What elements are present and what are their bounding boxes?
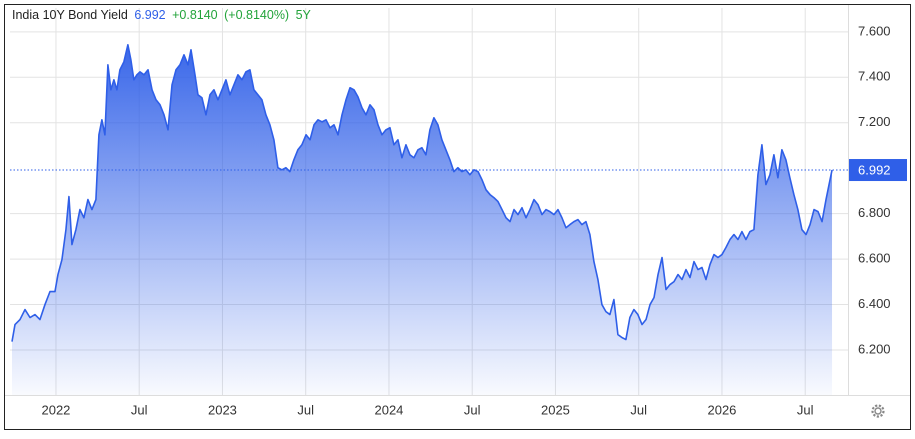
x-tick-label: 2023: [208, 402, 237, 417]
x-tick-label: Jul: [797, 402, 814, 417]
y-tick-label: 7.600: [858, 23, 891, 38]
y-tick-label: 7.400: [858, 69, 891, 84]
last-value-label: 6.992: [858, 162, 891, 177]
y-tick-label: 6.400: [858, 296, 891, 311]
header: India 10Y Bond Yield 6.992 +0.8140 (+0.8…: [12, 8, 312, 22]
line: [11, 44, 833, 342]
x-tick-label: 2024: [374, 402, 403, 417]
chart-title: India 10Y Bond Yield: [12, 8, 128, 22]
last-value: 6.992: [134, 8, 165, 22]
x-tick-label: Jul: [131, 402, 148, 417]
last-value-box: [849, 159, 907, 182]
x-tick-label: Jul: [464, 402, 481, 417]
marks: [10, 44, 848, 396]
x-tick-label: 2025: [541, 402, 570, 417]
frame: [4, 4, 911, 430]
period: 5Y: [296, 8, 312, 22]
y-tick-label: 7.200: [858, 114, 891, 129]
x-tick-label: Jul: [297, 402, 314, 417]
change: +0.8140: [172, 8, 218, 22]
x-tick-label: 2022: [41, 402, 70, 417]
x-tick-label: 2026: [707, 402, 736, 417]
y-tick-label: 6.600: [858, 251, 891, 266]
area: [12, 44, 833, 396]
y-tick-label: 6.200: [858, 341, 891, 356]
settings-icon[interactable]: [871, 404, 885, 418]
y-tick-label: 6.800: [858, 205, 891, 220]
x-tick-label: Jul: [630, 402, 647, 417]
labels: 6.200 6.400 6.600 6.800 7.200 7.400 7.600 2022 J…: [41, 23, 907, 417]
change-pct: (+0.8140%): [224, 8, 289, 22]
